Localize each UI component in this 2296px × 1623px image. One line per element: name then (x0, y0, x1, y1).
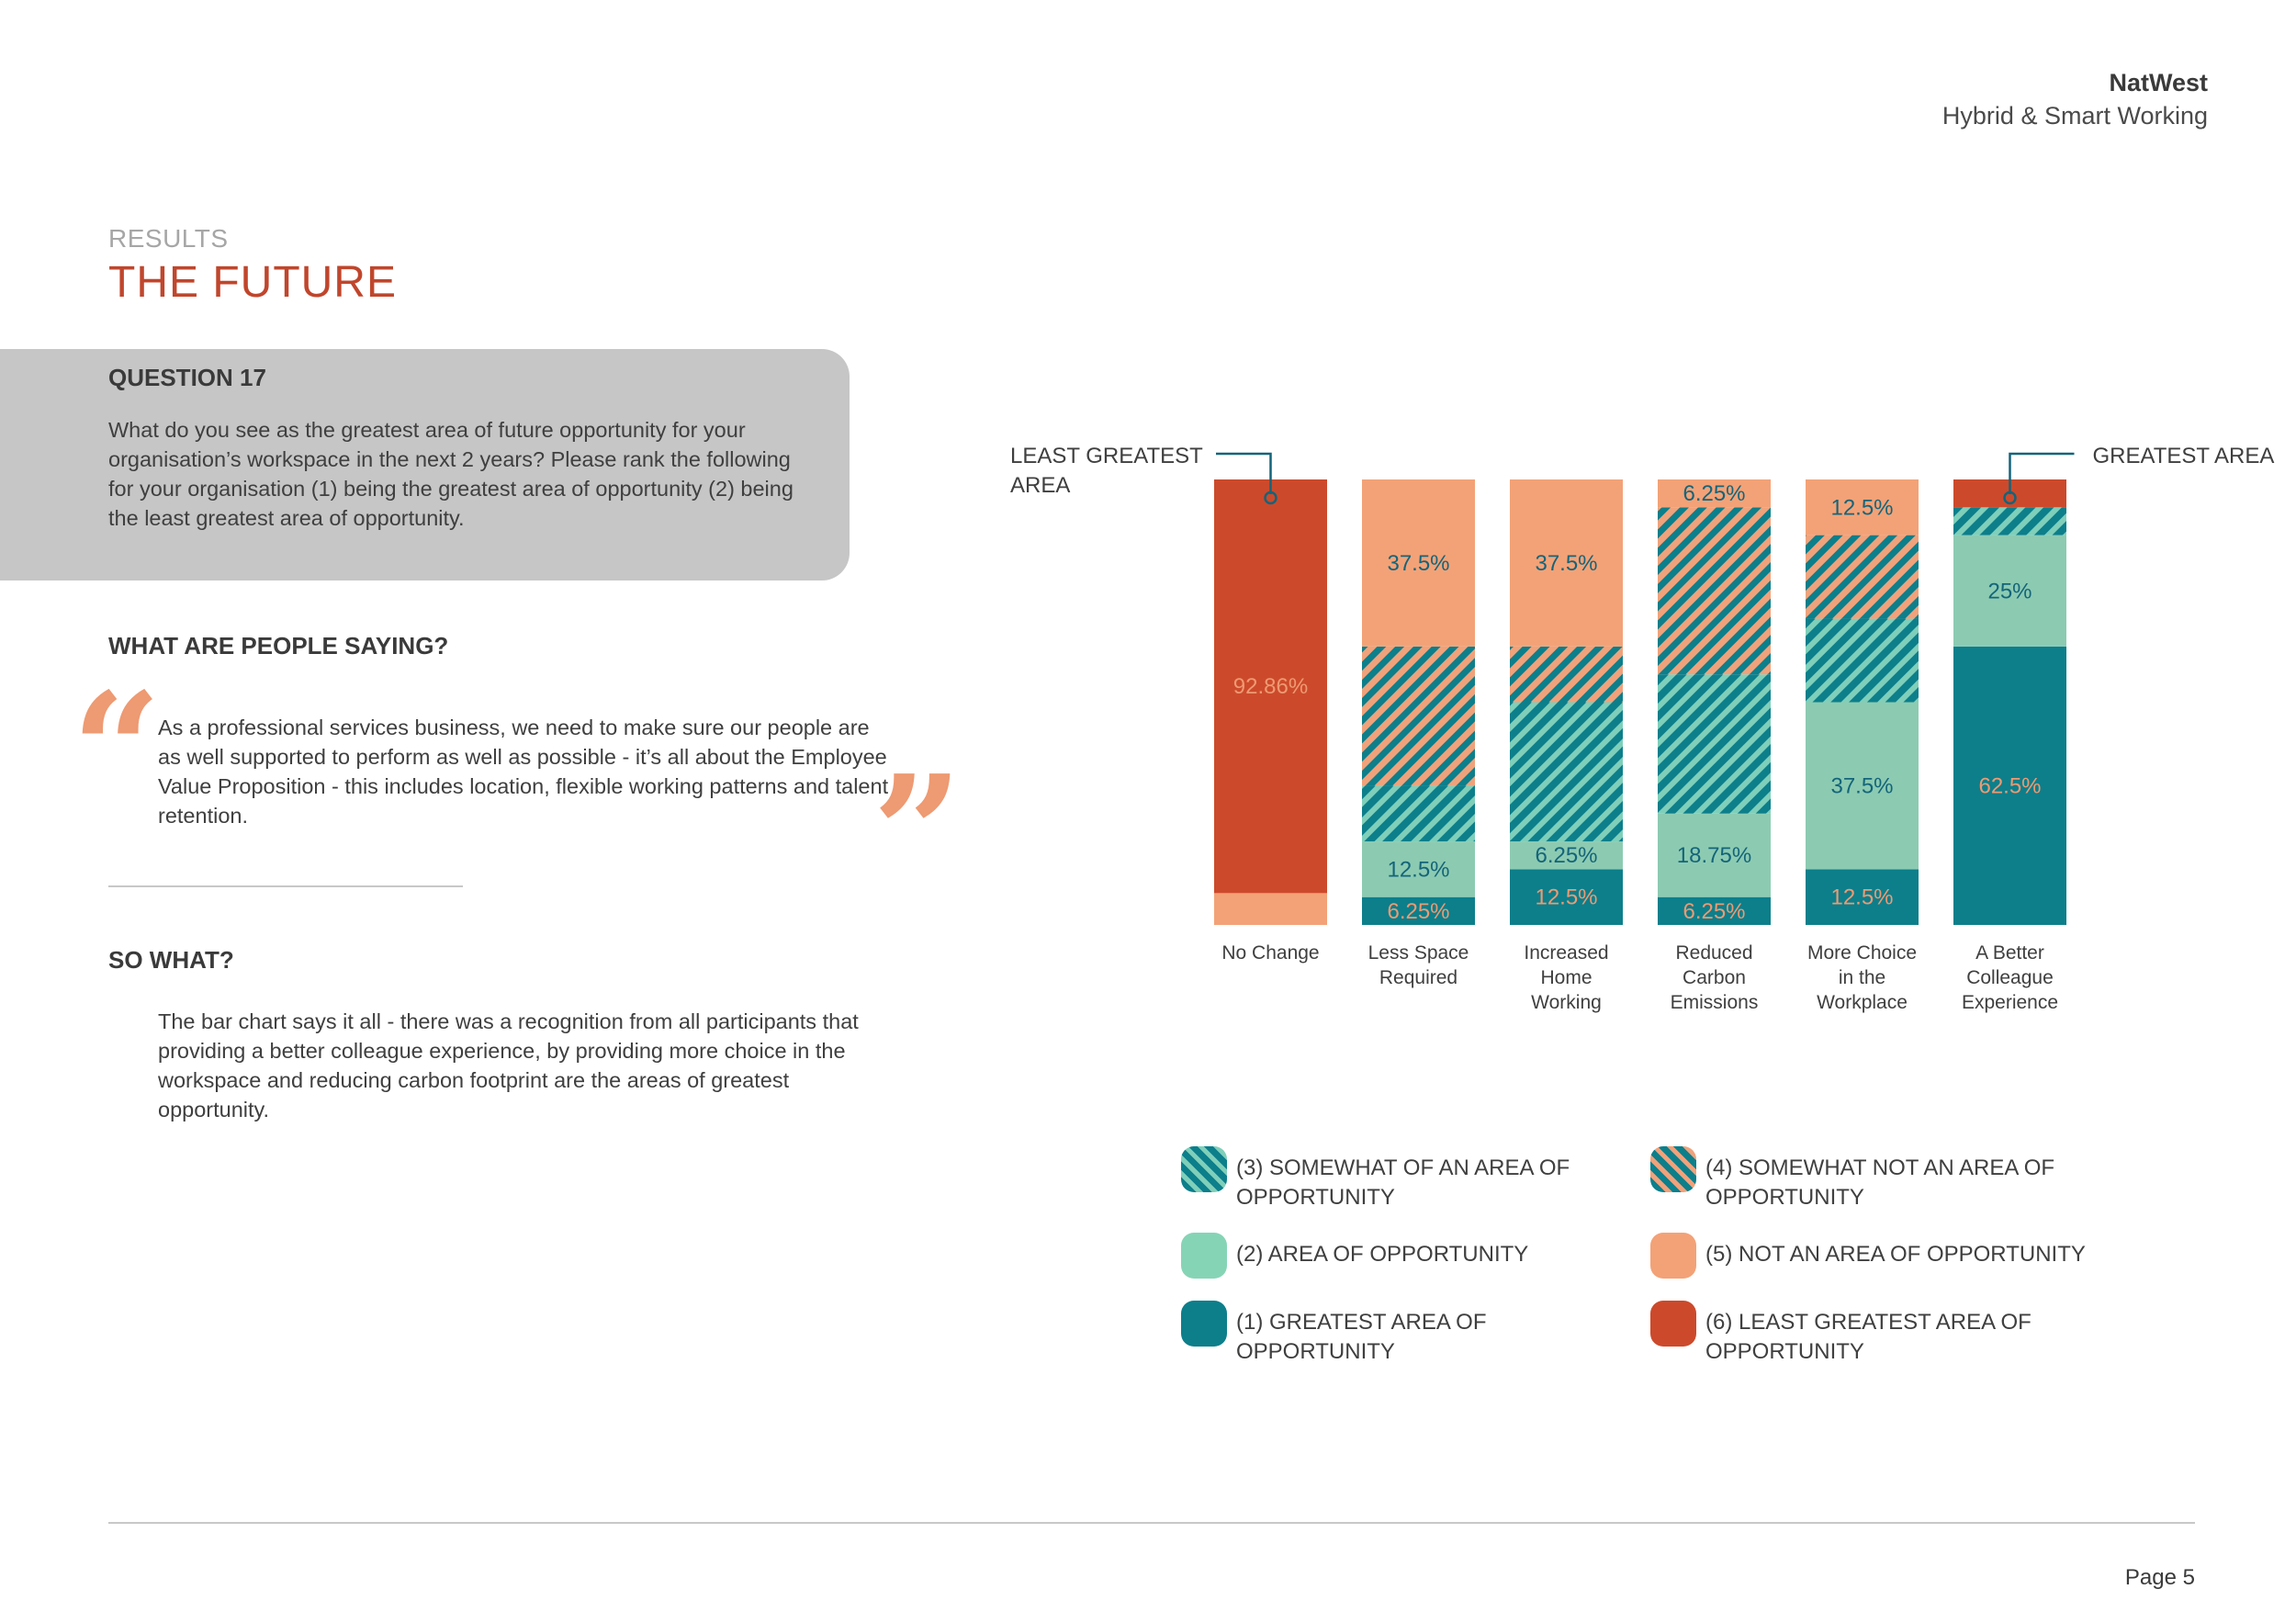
stacked-bar-chart: 92.86% 6.25% 12.5% 37.5% 12.5% 6.25% 37.5% 6.25… (1010, 444, 2275, 1013)
legend-item-s1: (1) GREATEST AREA OF OPPORTUNITY (1181, 1301, 1631, 1367)
bar-segment-s2-cat3 (1658, 813, 1771, 897)
data-label-s5-cat2: 37.5% (1535, 551, 1597, 576)
legend-swatch-s6 (1650, 1301, 1696, 1347)
bar-segment-s1-cat2 (1510, 869, 1623, 925)
page-number: Page 5 (2124, 1565, 2195, 1590)
question-text: What do you see as the greatest area of … (108, 418, 793, 530)
legend-item-s6: (6) LEAST GREATEST AREA OF OPPORTUNITY (1650, 1301, 2100, 1367)
category-label-5: A Better Colleague Experience (1962, 942, 2058, 1013)
legend-label-s3: (3) SOMEWHAT OF AN AREA OF OPPORTUNITY (1236, 1155, 1570, 1210)
legend-item-s4: (4) SOMEWHAT NOT AN AREA OF OPPORTUNITY (1650, 1146, 2100, 1212)
data-label-s5-cat3: 6.25% (1683, 481, 1745, 506)
annotations: LEAST GREATEST AREA GREATEST AREA (1010, 444, 2275, 505)
category-label-2: Increased Home Working (1524, 942, 1608, 1013)
data-label-s2-cat3: 18.75% (1677, 843, 1751, 868)
bar-segment-s3-cat2 (1510, 702, 1623, 842)
bar-segment-s5-cat1 (1362, 479, 1475, 647)
category-label-4: More Choice in the Workplace (1807, 942, 1917, 1013)
bar-segment-s5-cat0 (1214, 893, 1327, 925)
bar-segment-s6-cat0 (1214, 479, 1327, 894)
bar-segment-s5-cat2 (1510, 479, 1623, 647)
bar-segment-s2-cat2 (1510, 841, 1623, 870)
question-panel (0, 349, 850, 580)
data-label-s5-cat4: 12.5% (1830, 495, 1893, 520)
data-label-s1-cat5: 62.5% (1978, 773, 2041, 798)
data-label-s1-cat3: 6.25% (1683, 899, 1745, 924)
legend-swatch-s1 (1181, 1301, 1227, 1347)
bar-segment-s4-cat2 (1510, 646, 1623, 703)
legend-label-s5: (5) NOT AN AREA OF OPPORTUNITY (1705, 1242, 2086, 1267)
people-heading: WHAT ARE PEOPLE SAYING? (108, 632, 449, 659)
brand-header: NatWest Hybrid & Smart Working (1942, 66, 2208, 132)
bar-segment-s3-cat3 (1658, 674, 1771, 814)
bar-segment-s1-cat5 (1953, 646, 2066, 925)
legend-item-s3: (3) SOMEWHAT OF AN AREA OF OPPORTUNITY (1181, 1146, 1631, 1212)
divider (108, 885, 463, 887)
page-title: THE FUTURE (108, 258, 397, 307)
sowhat-heading: SO WHAT? (108, 946, 234, 974)
data-label-s5-cat1: 37.5% (1387, 551, 1449, 576)
legend-label-s6: (6) LEAST GREATEST AREA OF OPPORTUNITY (1705, 1310, 2032, 1364)
data-label-s1-cat1: 6.25% (1387, 899, 1449, 924)
bar-segment-s2-cat1 (1362, 841, 1475, 897)
category-label-3: Reduced Carbon Emissions (1671, 942, 1759, 1013)
labels-layer: 92.86% 6.25% 12.5% 37.5% 12.5% 6.25% 37.5% 6.25… (1233, 481, 2042, 924)
legend-swatch-s3 (1181, 1146, 1227, 1192)
brand-subtitle: Hybrid & Smart Working (1941, 102, 2208, 130)
brand-name: NatWest (2109, 69, 2208, 96)
bar-segment-s1-cat4 (1806, 869, 1919, 925)
data-label-s1-cat4: 12.5% (1830, 885, 1893, 910)
sowhat-text: The bar chart says it all - there was a … (158, 1009, 859, 1121)
legend-label-s1: (1) GREATEST AREA OF OPPORTUNITY (1236, 1310, 1487, 1364)
data-label-s2-cat4: 37.5% (1830, 773, 1893, 798)
category-label-1: Less Space Required (1368, 942, 1469, 988)
legend-swatch-s4 (1650, 1146, 1696, 1192)
bar-segment-s5-cat3 (1658, 479, 1771, 508)
bar-segment-s3-cat5 (1953, 507, 2066, 535)
section-eyebrow: RESULTS (108, 224, 229, 253)
bar-segment-s4-cat4 (1806, 535, 1919, 619)
bar-segment-s3-cat1 (1362, 785, 1475, 842)
legend-label-s4: (4) SOMEWHAT NOT AN AREA OF OPPORTUNITY (1705, 1155, 2055, 1210)
legend-label-s2: (2) AREA OF OPPORTUNITY (1236, 1242, 1529, 1267)
category-label-0: No Change (1221, 942, 1319, 964)
annotation-1: GREATEST AREA (2003, 444, 2275, 505)
annotation-0: LEAST GREATEST AREA (1010, 444, 1277, 505)
bar-segment-s4-cat3 (1658, 507, 1771, 675)
bar-segment-s2-cat4 (1806, 702, 1919, 870)
data-label-s2-cat5: 25% (1987, 579, 2032, 603)
footer-rule (108, 1522, 2195, 1524)
legend-swatch-s2 (1181, 1233, 1227, 1279)
data-label-s2-cat1: 12.5% (1387, 857, 1449, 882)
bar-segment-s4-cat1 (1362, 646, 1475, 786)
data-label-s6-cat0: 92.86% (1233, 674, 1308, 699)
data-label-s1-cat2: 12.5% (1535, 885, 1597, 910)
question-title: QUESTION 17 (108, 364, 266, 391)
data-label-s2-cat2: 6.25% (1535, 843, 1597, 868)
legend-swatch-s5 (1650, 1233, 1696, 1279)
category-labels: No Change Less Space Required Increased Home… (1221, 942, 2058, 1013)
open-quote-icon: “ (72, 659, 162, 842)
bar-segment-s5-cat4 (1806, 479, 1919, 535)
people-quote: As a professional services business, we … (158, 716, 889, 828)
legend-item-s2: (2) AREA OF OPPORTUNITY (1181, 1233, 1631, 1279)
bars-layer (1214, 479, 2066, 925)
bar-segment-s1-cat1 (1362, 896, 1475, 925)
legend-item-s5: (5) NOT AN AREA OF OPPORTUNITY (1650, 1233, 2100, 1279)
bar-segment-s3-cat4 (1806, 618, 1919, 703)
svg-text:GREATEST AREA: GREATEST AREA (2093, 444, 2275, 468)
bar-segment-s1-cat3 (1658, 896, 1771, 925)
bar-segment-s2-cat5 (1953, 535, 2066, 647)
close-quote-icon: ” (872, 741, 962, 925)
